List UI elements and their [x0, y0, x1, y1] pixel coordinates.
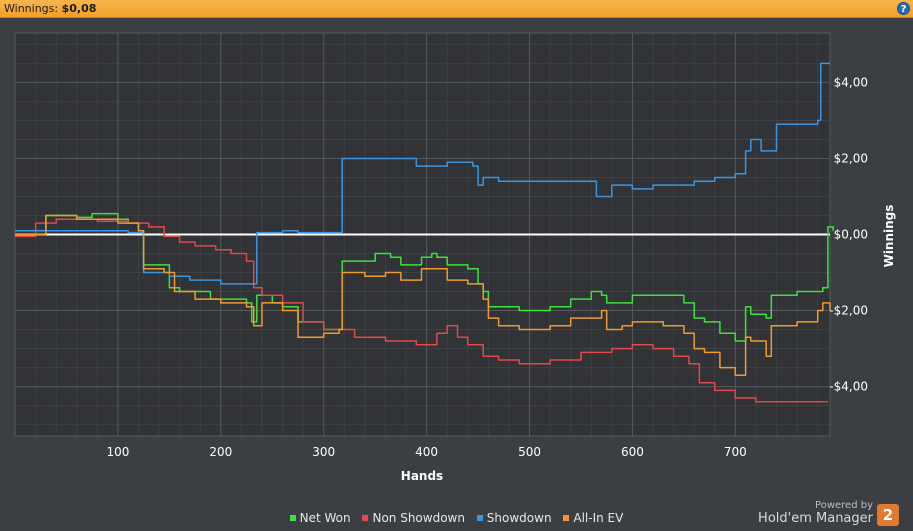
y-tick-label: -$4,00 [829, 380, 868, 394]
legend-label: All-In EV [573, 511, 624, 525]
all-in-ev-swatch [563, 515, 570, 521]
y-tick-label: -$2,00 [829, 304, 868, 318]
winnings-graph: 100 200 300 400 500 600 700 $4,00 $2,00 $0,00 -$2… [14, 32, 896, 483]
series-line-showdown [15, 62, 830, 285]
x-axis-title: Hands [401, 469, 443, 483]
showdown-swatch [476, 515, 483, 521]
legend-item-net-won[interactable]: Net Won [289, 511, 351, 525]
help-icon[interactable]: ? [897, 2, 910, 15]
legend-label: Showdown [486, 511, 552, 525]
winnings-label: Winnings: [4, 2, 59, 15]
y-axis-title: Winnings [882, 205, 896, 268]
series-line-net-won [15, 212, 834, 342]
y-tick-label: $0,00 [834, 228, 868, 242]
winnings-value: $0,08 [61, 2, 97, 15]
legend-item-non-showdown[interactable]: Non Showdown [362, 511, 465, 525]
chart-legend: Net Won Non Showdown Showdown All-In EV [0, 511, 913, 525]
legend-item-showdown[interactable]: Showdown [476, 511, 552, 525]
non-showdown-swatch [362, 515, 369, 521]
y-tick-label: $4,00 [834, 75, 868, 89]
x-tick-label: 300 [312, 445, 335, 459]
major-gridlines [14, 32, 831, 437]
winnings-summary: Winnings: $0,08 [4, 2, 96, 15]
legend-label: Non Showdown [372, 511, 465, 525]
x-tick-label: 200 [209, 445, 232, 459]
y-tick-label: $2,00 [834, 151, 868, 165]
x-tick-label: 700 [724, 445, 747, 459]
series-line-non-showdown [15, 218, 828, 403]
hem-logo-icon: 2 [877, 504, 899, 526]
x-tick-label: 600 [621, 445, 644, 459]
powered-by-text: Powered by [815, 500, 873, 511]
product-name: Hold'em Manager [758, 511, 873, 526]
legend-label: Net Won [299, 511, 351, 525]
x-tick-label: 100 [106, 445, 129, 459]
y-axis-ticks: $4,00 $2,00 $0,00 -$2,00 -$4,00 [829, 75, 868, 393]
winnings-header-bar: Winnings: $0,08 ? [0, 0, 913, 18]
legend-item-all-in-ev[interactable]: All-In EV [563, 511, 623, 525]
x-axis-ticks: 100 200 300 400 500 600 700 [106, 445, 746, 459]
x-tick-label: 500 [518, 445, 541, 459]
series-line-all-in-ev [15, 214, 831, 376]
series-lines [15, 62, 834, 403]
x-tick-label: 400 [415, 445, 438, 459]
net-won-swatch [289, 515, 296, 521]
